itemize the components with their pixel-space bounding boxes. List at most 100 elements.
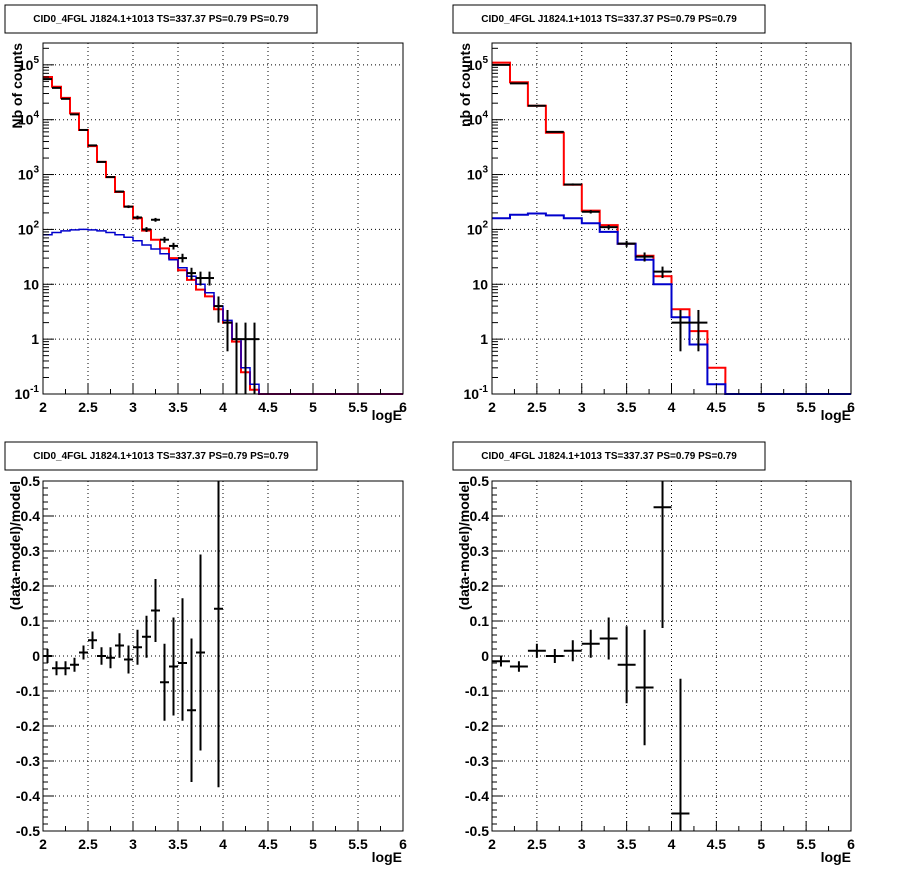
x-tick-label: 2.5 bbox=[527, 836, 547, 852]
data-point-7 bbox=[106, 176, 115, 179]
grid bbox=[492, 43, 851, 394]
grid bbox=[43, 481, 403, 831]
data-point-20 bbox=[223, 309, 232, 352]
x-axis-label: logE bbox=[372, 849, 402, 865]
y-tick-label: -0.5 bbox=[465, 823, 489, 839]
y-tick-label: 0.4 bbox=[21, 508, 41, 524]
data-point-7 bbox=[617, 240, 636, 247]
data-point-18 bbox=[214, 481, 223, 788]
x-tick-label: 4.5 bbox=[707, 399, 727, 415]
y-tick-label: -0.5 bbox=[16, 823, 40, 839]
data-point-6 bbox=[599, 225, 618, 230]
data-point-1 bbox=[52, 86, 61, 89]
x-tick-label: 5 bbox=[309, 399, 317, 415]
data-point-10 bbox=[133, 215, 142, 220]
x-tick-label: 2 bbox=[39, 399, 47, 415]
data-point-6 bbox=[97, 647, 106, 665]
series-1-step-line bbox=[43, 228, 403, 395]
y-axis-label: (data-model)/model bbox=[7, 481, 23, 610]
x-tick-label: 5 bbox=[757, 836, 765, 852]
data-point-4 bbox=[79, 645, 88, 660]
y-tick-label: 0.4 bbox=[470, 508, 490, 524]
data-point-4 bbox=[563, 640, 582, 662]
grid bbox=[43, 43, 403, 394]
data-point-21 bbox=[232, 322, 241, 394]
data-point-12 bbox=[151, 579, 160, 642]
x-tick-label: 4 bbox=[219, 836, 227, 852]
data-point-13 bbox=[160, 236, 169, 243]
x-tick-label: 3 bbox=[129, 399, 137, 415]
x-tick-label: 3.5 bbox=[168, 836, 188, 852]
data-point-15 bbox=[178, 598, 187, 721]
y-tick-label: -0.2 bbox=[16, 718, 40, 734]
x-tick-label: 5.5 bbox=[796, 836, 816, 852]
plot-marks bbox=[43, 481, 223, 788]
series-0-step-line bbox=[492, 61, 851, 395]
x-tick-label: 4.5 bbox=[258, 836, 278, 852]
title-box bbox=[4, 441, 318, 471]
data-point-14 bbox=[169, 617, 178, 716]
y-axis-label: (data-model)/model bbox=[456, 481, 472, 610]
data-point-17 bbox=[196, 554, 205, 751]
data-point-23 bbox=[250, 322, 259, 394]
x-tick-label: 4 bbox=[668, 399, 676, 415]
y-tick-label: 0 bbox=[481, 648, 489, 664]
x-tick-label: 3.5 bbox=[168, 399, 188, 415]
data-point-2 bbox=[61, 97, 70, 100]
panel-bottom-left-residuals: CID0_4FGL J1824.1+1013 TS=337.37 PS=0.79… bbox=[4, 441, 407, 865]
y-tick-label: 0.5 bbox=[21, 473, 41, 489]
data-point-19 bbox=[214, 296, 223, 323]
y-tick-label: -0.1 bbox=[16, 683, 40, 699]
y-tick-label: -0.4 bbox=[465, 788, 489, 804]
x-tick-label: 5 bbox=[309, 836, 317, 852]
data-point-11 bbox=[142, 227, 151, 232]
data-point-3 bbox=[545, 649, 564, 663]
x-tick-label: 2 bbox=[488, 836, 496, 852]
y-tick-label: 105 bbox=[467, 55, 489, 73]
panel-top-left-counts: CID0_4FGL J1824.1+1013 TS=337.37 PS=0.79… bbox=[4, 4, 407, 423]
data-point-6 bbox=[599, 617, 618, 660]
data-point-17 bbox=[196, 271, 205, 286]
data-point-3 bbox=[70, 657, 79, 672]
chart-title: CID0_4FGL J1824.1+1013 TS=337.37 PS=0.79… bbox=[33, 451, 289, 462]
y-tick-label: 102 bbox=[467, 219, 489, 237]
x-tick-label: 3 bbox=[578, 399, 586, 415]
panel-bottom-right-residuals: CID0_4FGL J1824.1+1013 TS=337.37 PS=0.79… bbox=[452, 441, 855, 865]
chart-title: CID0_4FGL J1824.1+1013 TS=337.37 PS=0.79… bbox=[481, 14, 737, 25]
data-point-15 bbox=[178, 253, 187, 263]
y-tick-label: 105 bbox=[18, 55, 40, 73]
data-point-10 bbox=[671, 309, 690, 352]
plot-marks bbox=[492, 481, 690, 831]
data-point-1 bbox=[509, 661, 528, 672]
x-tick-label: 2.5 bbox=[78, 836, 98, 852]
x-tick-label: 2.5 bbox=[527, 399, 547, 415]
plot-marks bbox=[492, 61, 851, 395]
y-tick-label: -0.3 bbox=[16, 753, 40, 769]
panel-top-right-counts: CID0_4FGL J1824.1+1013 TS=337.37 PS=0.79… bbox=[452, 4, 855, 423]
x-tick-label: 5.5 bbox=[796, 399, 816, 415]
y-tick-label: 0.2 bbox=[470, 578, 490, 594]
x-tick-label: 5.5 bbox=[348, 399, 368, 415]
y-tick-label: 104 bbox=[467, 110, 489, 128]
y-tick-label: 0.3 bbox=[470, 543, 490, 559]
data-point-8 bbox=[115, 190, 124, 193]
axis-ticks: 2 2.5 3 3.5 4 4.5 5 5.5 6 10-1 1 10 102 103 104 105 bbox=[15, 47, 407, 415]
data-point-5 bbox=[581, 210, 600, 214]
series-1-step-line bbox=[492, 212, 851, 395]
y-tick-label: 1 bbox=[31, 331, 39, 347]
axis-ticks: 2 2.5 3 3.5 4 4.5 5 5.5 6 10-1 1 10 102 103 104 105 bbox=[464, 47, 855, 415]
data-point-12 bbox=[151, 217, 160, 222]
data-point-9 bbox=[653, 481, 672, 628]
y-tick-label: 10 bbox=[23, 276, 39, 292]
chart-title: CID0_4FGL J1824.1+1013 TS=337.37 PS=0.79… bbox=[481, 451, 737, 462]
chart-title: CID0_4FGL J1824.1+1013 TS=337.37 PS=0.79… bbox=[33, 14, 289, 25]
y-tick-label: 104 bbox=[18, 110, 40, 128]
y-tick-label: 0.5 bbox=[470, 473, 490, 489]
x-tick-label: 3.5 bbox=[617, 836, 637, 852]
data-point-2 bbox=[527, 643, 546, 658]
data-point-6 bbox=[97, 160, 106, 163]
x-tick-label: 3.5 bbox=[617, 399, 637, 415]
y-tick-label: 10-1 bbox=[15, 384, 40, 402]
y-axis-label: nb of counts bbox=[457, 43, 473, 127]
